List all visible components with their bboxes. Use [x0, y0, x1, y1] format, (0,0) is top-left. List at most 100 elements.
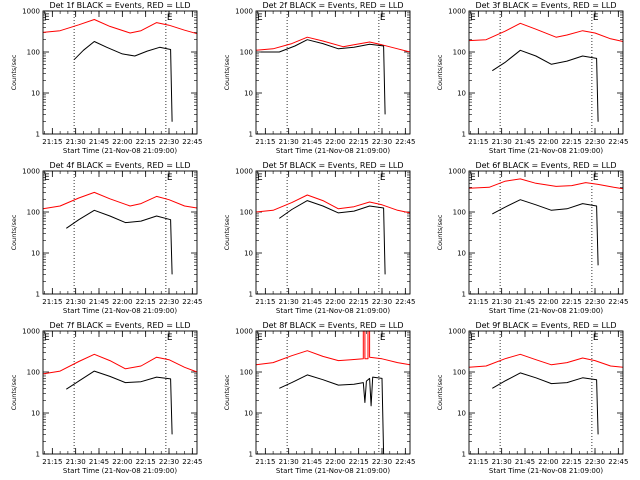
x-tick-label: 22:00	[325, 458, 345, 466]
y-tick-label: 1000	[235, 8, 253, 16]
x-tick-label: 21:15	[42, 138, 62, 146]
event-marker-label: E	[44, 13, 50, 23]
y-axis-title: Counts/sec	[436, 374, 444, 410]
plot-panel-8: Det 8f BLACK = Events, RED = LLD 1 10 100 10…	[223, 321, 415, 475]
y-axis-title: Counts/sec	[436, 214, 444, 250]
series-lld-red	[468, 178, 624, 190]
x-tick-label: 21:45	[515, 298, 535, 306]
y-tick-label: 1	[36, 451, 40, 459]
event-marker-label: E	[593, 173, 599, 183]
plot-frame	[255, 170, 411, 295]
event-marker-label: E	[593, 13, 599, 23]
panel-title: Det 5f BLACK = Events, RED = LLD	[262, 161, 403, 170]
y-axis-title: Counts/sec	[10, 54, 18, 90]
x-tick-label: 22:00	[112, 458, 132, 466]
x-tick-label: 21:15	[255, 138, 275, 146]
x-tick-label: 22:00	[538, 458, 558, 466]
panel-title: Det 9f BLACK = Events, RED = LLD	[475, 321, 616, 330]
y-axis-title: Counts/sec	[10, 374, 18, 410]
x-tick-label: 21:45	[302, 138, 322, 146]
x-tick-label: 21:15	[42, 458, 62, 466]
x-tick-label: 21:15	[255, 458, 275, 466]
y-tick-label: 1000	[448, 328, 466, 336]
y-axis-title: Counts/sec	[436, 54, 444, 90]
plot-frame	[468, 170, 624, 295]
x-tick-label: 22:30	[159, 458, 179, 466]
plot-frame	[468, 10, 624, 135]
y-tick-label: 100	[27, 49, 40, 57]
series-events-black	[492, 49, 599, 122]
x-tick-label: 22:45	[395, 458, 415, 466]
event-marker-label: E	[380, 13, 386, 23]
event-marker-label: E	[44, 333, 50, 343]
y-tick-label: 1000	[448, 8, 466, 16]
series-lld-red	[42, 191, 198, 210]
plot-panel-4: Det 4f BLACK = Events, RED = LLD 1 10 100 10…	[10, 161, 202, 315]
event-marker-label: E	[167, 13, 173, 23]
y-axis-title: Counts/sec	[223, 374, 231, 410]
y-tick-label: 1	[462, 291, 466, 299]
event-marker-label: E	[257, 173, 263, 183]
x-tick-label: 22:00	[538, 298, 558, 306]
x-tick-label: 21:30	[492, 298, 512, 306]
plot-frame	[255, 330, 411, 455]
x-tick-label: 21:45	[302, 458, 322, 466]
x-tick-label: 22:30	[585, 298, 605, 306]
series-events-black	[260, 39, 386, 115]
series-lld-red	[42, 353, 198, 375]
x-tick-label: 22:15	[136, 458, 156, 466]
plot-panel-2: Det 2f BLACK = Events, RED = LLD 1 10 100 10…	[223, 1, 415, 155]
x-tick-label: 22:15	[562, 458, 582, 466]
x-tick-label: 22:15	[562, 298, 582, 306]
x-tick-label: 22:15	[349, 138, 369, 146]
series-lld-red	[255, 194, 411, 214]
x-tick-label: 22:15	[136, 138, 156, 146]
x-tick-label: 22:45	[182, 298, 202, 306]
event-marker-label: E	[470, 173, 476, 183]
y-tick-label: 100	[27, 209, 40, 217]
y-tick-label: 1	[249, 451, 253, 459]
event-marker-label: E	[380, 333, 386, 343]
event-marker-label: E	[257, 333, 263, 343]
y-tick-label: 1	[462, 451, 466, 459]
x-tick-label: 21:45	[89, 458, 109, 466]
panel-title: Det 4f BLACK = Events, RED = LLD	[49, 161, 190, 170]
x-tick-label: 22:00	[325, 298, 345, 306]
x-tick-label: 22:30	[159, 138, 179, 146]
y-tick-label: 1	[36, 291, 40, 299]
series-events-black	[492, 372, 599, 435]
x-tick-label: 22:45	[182, 138, 202, 146]
y-tick-label: 100	[240, 49, 253, 57]
x-tick-label: 22:15	[562, 138, 582, 146]
y-axis-title: Counts/sec	[223, 214, 231, 250]
series-events-black	[279, 200, 386, 275]
x-tick-label: 22:45	[608, 458, 628, 466]
x-tick-label: 22:00	[112, 138, 132, 146]
x-tick-label: 21:15	[255, 298, 275, 306]
x-tick-label: 21:15	[468, 138, 488, 146]
y-tick-label: 1000	[22, 168, 40, 176]
y-tick-label: 10	[31, 90, 40, 98]
x-tick-label: 21:30	[66, 138, 86, 146]
x-tick-label: 21:45	[302, 298, 322, 306]
y-tick-label: 1	[36, 131, 40, 139]
series-events-black	[492, 199, 599, 266]
x-tick-label: 22:45	[182, 458, 202, 466]
y-tick-label: 10	[31, 250, 40, 258]
x-tick-label: 22:15	[349, 458, 369, 466]
panel-title: Det 8f BLACK = Events, RED = LLD	[262, 321, 403, 330]
plot-panel-9: Det 9f BLACK = Events, RED = LLD 1 10 100 10…	[436, 321, 628, 475]
y-tick-label: 1000	[235, 328, 253, 336]
x-tick-label: 21:45	[515, 138, 535, 146]
plot-panel-3: Det 3f BLACK = Events, RED = LLD 1 10 100 10…	[436, 1, 628, 155]
event-marker-label: E	[257, 13, 263, 23]
x-tick-label: 21:30	[492, 138, 512, 146]
panel-title: Det 1f BLACK = Events, RED = LLD	[49, 1, 190, 10]
x-tick-label: 21:45	[89, 138, 109, 146]
panel-title: Det 2f BLACK = Events, RED = LLD	[262, 1, 403, 10]
x-tick-label: 21:30	[66, 298, 86, 306]
x-axis-title: Start Time (21-Nov-08 21:09:00)	[63, 307, 177, 315]
y-tick-label: 10	[31, 410, 40, 418]
y-tick-label: 1000	[22, 8, 40, 16]
x-tick-label: 22:30	[159, 298, 179, 306]
